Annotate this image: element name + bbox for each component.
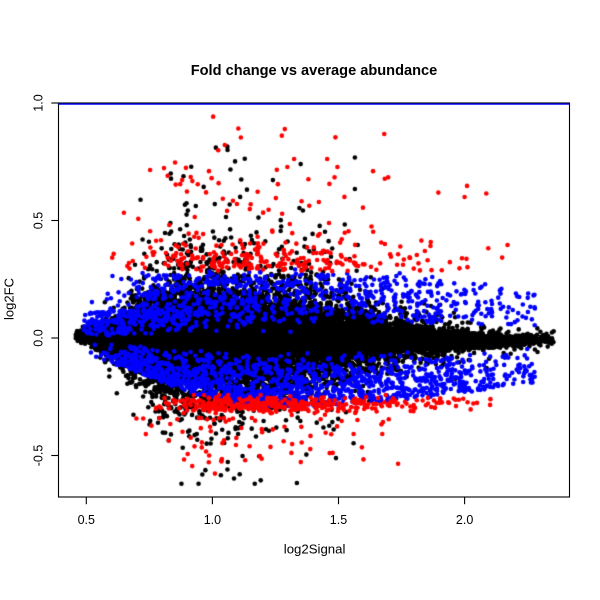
svg-text:log2FC: log2FC — [1, 278, 16, 320]
svg-text:1.0: 1.0 — [32, 94, 46, 111]
svg-text:-0.5: -0.5 — [32, 445, 46, 467]
svg-text:Fold change vs average abundan: Fold change vs average abundance — [191, 63, 438, 79]
svg-text:2.0: 2.0 — [456, 513, 473, 527]
svg-text:0.5: 0.5 — [32, 212, 46, 229]
svg-text:0.0: 0.0 — [32, 329, 46, 346]
svg-text:log2Signal: log2Signal — [284, 542, 346, 557]
svg-text:1.5: 1.5 — [330, 513, 347, 527]
svg-text:1.0: 1.0 — [204, 513, 221, 527]
svg-text:0.5: 0.5 — [78, 513, 95, 527]
